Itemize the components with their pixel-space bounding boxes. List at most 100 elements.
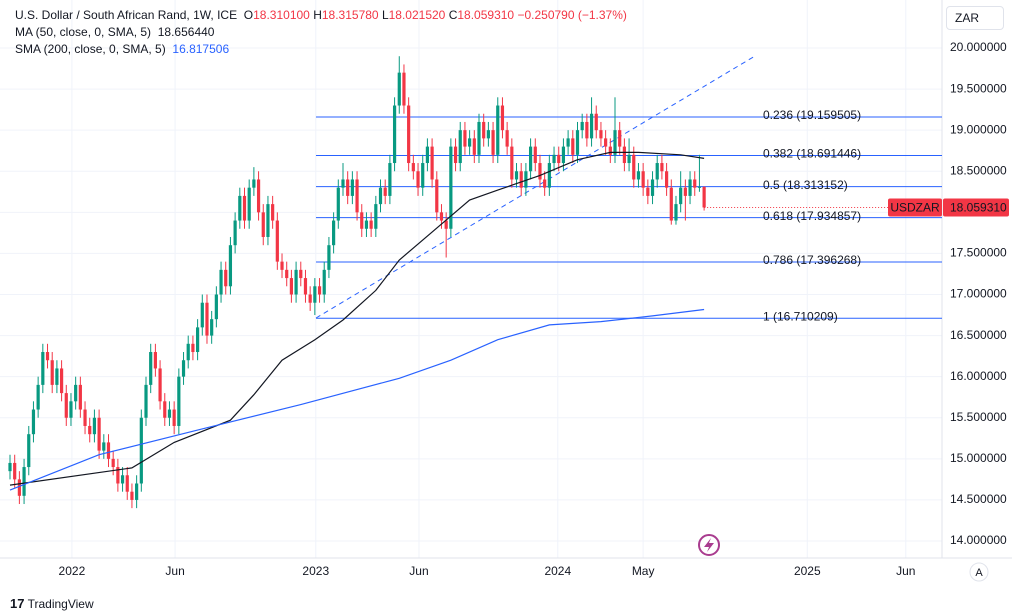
candle-body — [74, 384, 78, 402]
candle-body — [378, 187, 383, 205]
candle-body — [210, 319, 214, 336]
candle-body — [322, 269, 326, 295]
l-label: L — [381, 8, 389, 22]
candle-body — [449, 146, 453, 229]
candle-body — [116, 467, 120, 484]
candle-body — [688, 179, 692, 196]
x-tick-label: May — [632, 564, 655, 578]
candle-body — [341, 179, 345, 188]
candle-body — [505, 130, 509, 147]
candle-body — [360, 212, 364, 229]
c-value: 18.059310 — [457, 8, 515, 22]
candle-body — [78, 384, 82, 410]
candle-body — [13, 462, 17, 480]
candle-body — [453, 146, 458, 164]
candle-body — [491, 130, 495, 155]
fib-label: 0.236 (19.159505) — [763, 108, 861, 122]
candle-body — [500, 105, 505, 131]
candle-body — [472, 138, 476, 155]
candle-body — [186, 343, 190, 361]
candle-body — [163, 401, 167, 418]
y-tick-label: 16.500000 — [950, 328, 1007, 342]
candle-body — [88, 425, 92, 435]
candle-body — [261, 212, 265, 237]
candle-body — [153, 352, 157, 369]
y-tick-label: 20.000000 — [950, 40, 1007, 54]
currency-button[interactable]: ZAR — [946, 6, 1004, 30]
candle-body — [533, 146, 537, 164]
candle-body — [247, 187, 251, 221]
candle-body — [397, 72, 401, 106]
candle-body — [571, 138, 575, 155]
candle-body — [83, 409, 87, 426]
price-tag-value: 18.059310 — [950, 201, 1007, 215]
candle-body — [655, 163, 659, 180]
candle-body — [561, 146, 566, 164]
candle-body — [547, 163, 551, 188]
x-tick-label: 2024 — [544, 564, 571, 578]
candle-body — [604, 138, 608, 147]
price-tag-symbol-bg — [888, 198, 942, 217]
candle-body — [45, 352, 50, 361]
candle-body — [158, 368, 162, 402]
candle-body — [135, 483, 139, 500]
candle-body — [228, 245, 233, 287]
fib-label: 0.382 (18.691446) — [763, 147, 861, 161]
candle-body — [650, 179, 655, 196]
candle-body — [317, 286, 322, 295]
moving-average — [9, 151, 705, 486]
candle-body — [665, 171, 669, 188]
candle-body — [120, 475, 125, 484]
moving-average — [9, 308, 705, 491]
candle-body — [486, 130, 490, 139]
candle-body — [125, 475, 129, 492]
candle-body — [388, 163, 392, 196]
candle-body — [618, 130, 622, 147]
candle-body — [289, 278, 293, 295]
candle-body — [613, 130, 617, 155]
candle-body — [632, 154, 636, 180]
candle-body — [308, 294, 312, 303]
auto-scale-label[interactable]: A — [975, 567, 983, 579]
candle-body — [369, 220, 373, 229]
candle-body — [519, 171, 523, 188]
h-label: H — [313, 8, 322, 22]
candle-body — [36, 384, 40, 410]
h-value: 18.315780 — [321, 8, 379, 22]
candle-body — [355, 179, 359, 213]
candle-body — [627, 154, 631, 164]
candle-body — [693, 179, 697, 188]
y-tick-label: 14.000000 — [950, 533, 1007, 547]
candle-body — [214, 294, 218, 320]
candle-body — [313, 286, 317, 303]
candle-body — [683, 187, 687, 196]
candle-body — [411, 163, 415, 172]
candle-body — [702, 186, 706, 208]
candle-body — [64, 393, 68, 418]
ma50-name: MA (50, close, 0, SMA, 5) — [15, 25, 152, 39]
candle-body — [106, 442, 111, 459]
x-tick-label: Jun — [409, 564, 428, 578]
sma200-value: 16.817506 — [172, 42, 230, 56]
candle-body — [374, 204, 378, 229]
candle-body — [97, 417, 101, 451]
x-tick-label: 2022 — [59, 564, 86, 578]
plot-layer: 2022 Jun 2023 Jun 2024 May 2025 Jun 14.000000 14.… — [8, 40, 1009, 578]
candle-body — [31, 409, 36, 435]
change: −0.250790 (−1.37%) — [517, 8, 627, 22]
brand-logo: 17 TradingView — [10, 596, 94, 611]
candle-body — [294, 269, 298, 295]
candle-body — [430, 146, 434, 180]
y-tick-label: 15.500000 — [950, 410, 1007, 424]
candle-body — [233, 220, 237, 246]
candle-body — [392, 105, 397, 164]
candle-body — [538, 163, 542, 180]
candle-body — [679, 187, 683, 205]
candle-body — [200, 302, 204, 328]
candle-body — [350, 179, 354, 196]
candle-body — [557, 154, 561, 164]
auto-scale-button[interactable] — [969, 562, 989, 582]
candle-body — [196, 327, 200, 353]
candle-body — [177, 376, 181, 426]
